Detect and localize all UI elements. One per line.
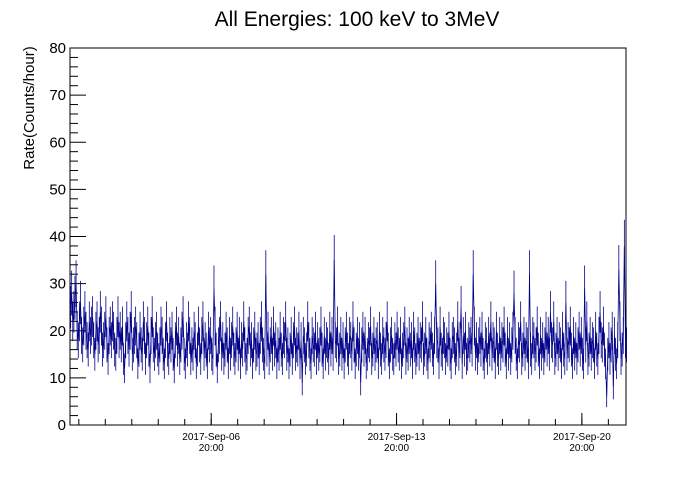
x-tick-date-label: 2017-Sep-20 [553, 432, 611, 443]
y-tick-label: 20 [49, 323, 66, 340]
series-line [70, 245, 627, 397]
x-tick-time-label: 20:00 [569, 443, 594, 454]
data-series [70, 219, 627, 408]
chart-title: All Energies: 100 keV to 3MeV [215, 8, 500, 31]
y-tick-label: 30 [49, 276, 66, 293]
x-tick-time-label: 20:00 [384, 443, 409, 454]
y-tick-label: 0 [58, 417, 66, 434]
y-tick-label: 10 [49, 370, 66, 387]
x-tick-date-label: 2017-Sep-13 [368, 432, 426, 443]
x-tick-time-label: 20:00 [199, 443, 224, 454]
y-axis-label: Rate(Counts/hour) [21, 46, 38, 169]
y-tick-label: 50 [49, 181, 66, 198]
x-axis: 2017-Sep-0620:002017-Sep-1320:002017-Sep… [78, 413, 611, 454]
y-tick-label: 60 [49, 134, 66, 151]
y-tick-label: 80 [49, 40, 66, 57]
x-tick-date-label: 2017-Sep-06 [182, 432, 240, 443]
y-tick-label: 70 [49, 87, 66, 104]
y-tick-label: 40 [49, 229, 66, 246]
